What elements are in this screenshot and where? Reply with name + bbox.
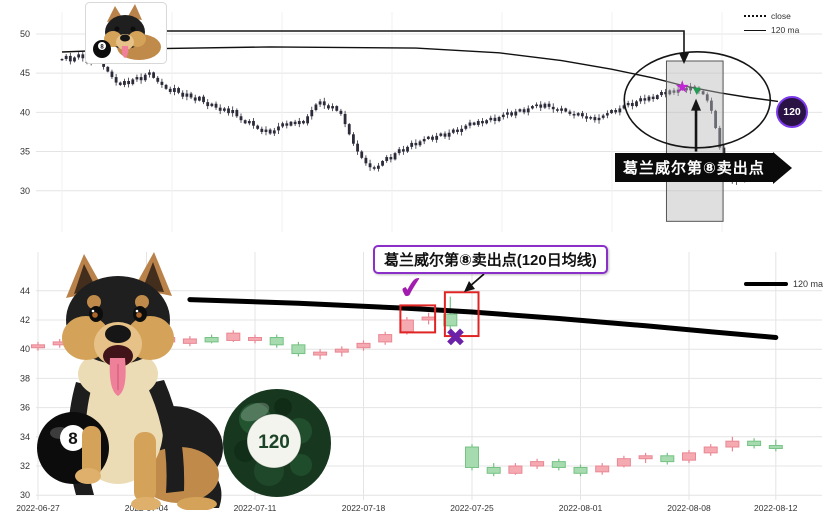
top-annotations: ★ ▼ xyxy=(166,30,772,222)
svg-text:38: 38 xyxy=(20,373,30,383)
svg-text:2022-07-18: 2022-07-18 xyxy=(342,503,386,513)
legend-item-close: close xyxy=(744,11,799,21)
legend-120ma-bottom-label: 120 ma xyxy=(793,279,824,289)
svg-text:30: 30 xyxy=(20,490,30,500)
svg-text:40: 40 xyxy=(20,107,30,117)
solid-line-icon xyxy=(744,29,766,31)
svg-text:40: 40 xyxy=(20,344,30,354)
legend-120ma-label: 120 ma xyxy=(771,25,800,35)
legend-item-120ma: 120 ma xyxy=(744,25,799,35)
german-shepherd-sticker: 8 xyxy=(85,2,167,64)
svg-text:2022-08-01: 2022-08-01 xyxy=(559,503,603,513)
svg-text:32: 32 xyxy=(20,461,30,471)
svg-text:35: 35 xyxy=(20,147,30,157)
legend-item-120ma-bottom: 120 ma xyxy=(744,279,823,289)
bottom-ma-line xyxy=(187,297,779,340)
top-ma-line xyxy=(61,46,779,103)
legend-close-label: close xyxy=(771,11,791,21)
top-legend: close 120 ma xyxy=(744,11,799,35)
svg-text:2022-07-25: 2022-07-25 xyxy=(450,503,494,513)
sell-candle-box xyxy=(399,304,437,334)
billiard-120-number: 120 xyxy=(258,432,290,453)
svg-text:42: 42 xyxy=(20,315,30,325)
svg-text:30: 30 xyxy=(20,186,30,196)
bottom-legend: 120 ma xyxy=(744,279,823,289)
sell-triangle-marker: ▼ xyxy=(690,83,703,98)
svg-text:2022-06-27: 2022-06-27 xyxy=(16,503,60,513)
cross-mark-icon: ✖ xyxy=(445,324,466,352)
svg-text:50: 50 xyxy=(20,29,30,39)
granville-sell-point-label: 葛兰威尔第⑧卖出点 xyxy=(615,153,773,182)
granville-sell-point-ma120-label: 葛兰威尔第⑧卖出点(120日均线) xyxy=(373,245,608,274)
eight-ball-number: 8 xyxy=(68,429,77,448)
sell-star-marker: ★ xyxy=(675,77,690,96)
bottom-annotations xyxy=(399,273,485,338)
top-grid: 30 35 40 45 50 xyxy=(20,12,822,232)
check-mark-icon: ✔ xyxy=(396,270,427,307)
dotted-line-icon xyxy=(744,15,766,17)
german-shepherd-illustration: 8 xyxy=(37,252,223,510)
svg-text:44: 44 xyxy=(20,286,30,296)
billiard-120-ball-icon: 120 xyxy=(223,389,331,497)
svg-text:36: 36 xyxy=(20,403,30,413)
ma-120-badge: 120 xyxy=(776,96,808,128)
svg-text:2022-08-12: 2022-08-12 xyxy=(754,503,798,513)
svg-text:2022-07-11: 2022-07-11 xyxy=(234,503,277,513)
svg-text:34: 34 xyxy=(20,432,30,442)
svg-text:2022-08-08: 2022-08-08 xyxy=(667,503,711,513)
eight-ball-number-small: 8 xyxy=(100,45,104,51)
thick-line-icon xyxy=(744,282,788,286)
elbow-arrow xyxy=(166,30,685,55)
sell-candle-box xyxy=(443,291,480,338)
svg-text:45: 45 xyxy=(20,68,30,78)
